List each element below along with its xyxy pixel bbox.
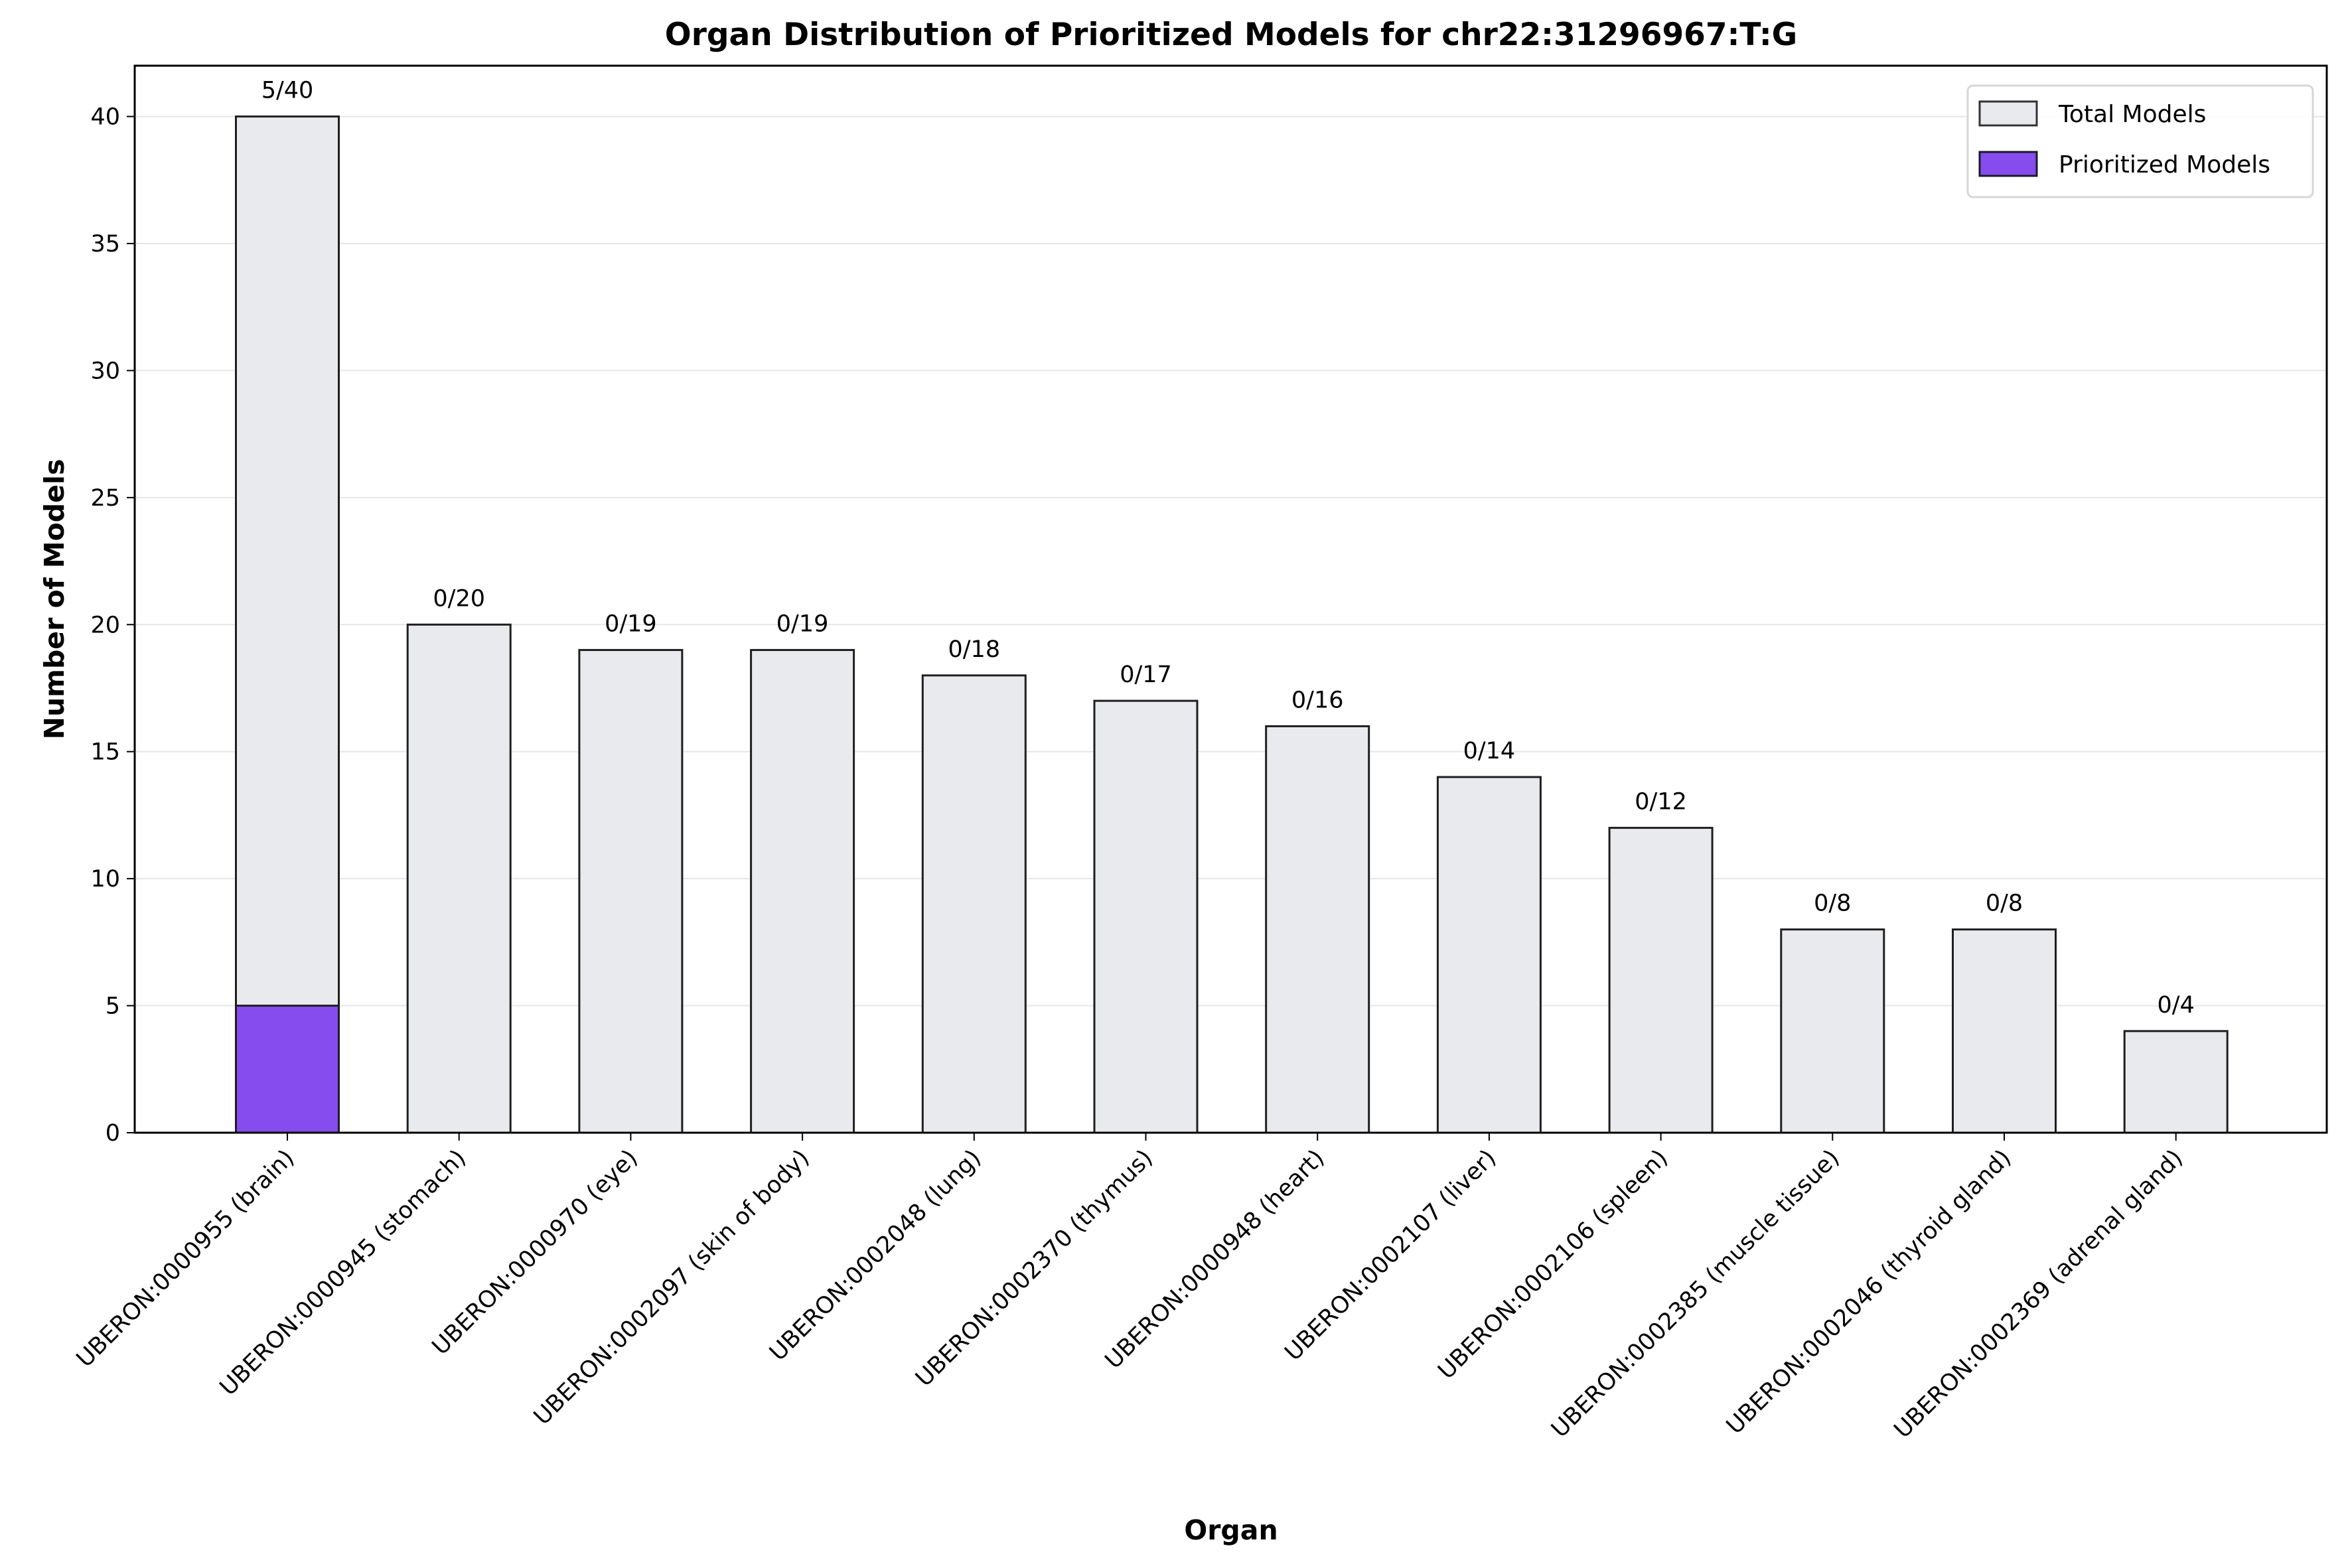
plot-frame (133, 64, 2328, 1134)
y-axis-label: Number of Models (38, 459, 70, 740)
data-label: 0/8 (1814, 891, 1851, 917)
y-tick-label: 20 (90, 612, 120, 638)
bar-total (1780, 928, 1885, 1134)
bar-total (1436, 776, 1542, 1134)
x-tick-label: UBERON:0002369 (adrenal gland) (1889, 1145, 2188, 1443)
data-label: 0/19 (776, 611, 829, 638)
bar-total (578, 649, 684, 1134)
x-tick-label: UBERON:0002046 (thyroid gland) (1722, 1145, 2016, 1439)
data-label: 0/18 (948, 636, 1000, 663)
x-tick-label: UBERON:0000970 (eye) (427, 1145, 643, 1360)
data-label: 0/14 (1463, 738, 1516, 764)
legend-label-total: Total Models (2058, 101, 2206, 128)
bars (235, 115, 2229, 1134)
data-label: 0/16 (1291, 687, 1344, 713)
legend-swatch-total (1978, 100, 2038, 127)
bar-total (406, 623, 512, 1134)
y-tick-label: 0 (106, 1120, 120, 1147)
legend-swatch-prioritized (1978, 151, 2038, 177)
bar-total (750, 649, 855, 1134)
bar-total (1952, 928, 2057, 1134)
y-tick-label: 25 (90, 485, 120, 512)
bar-total (1608, 827, 1714, 1134)
data-label: 0/20 (433, 585, 485, 612)
x-tick-label: UBERON:0002385 (muscle tissue) (1546, 1145, 1844, 1443)
legend: Total Models Prioritized Models (1966, 84, 2314, 198)
data-labels: 5/40 0/20 0/19 0/19 0/18 0/17 0/16 0/14 0/12 0/8 0… (261, 78, 2195, 1019)
y-tick-label: 30 (90, 358, 120, 384)
y-tick-label: 10 (90, 866, 120, 892)
data-label: 0/4 (2158, 992, 2195, 1019)
data-label: 0/12 (1635, 789, 1687, 816)
data-label: 5/40 (261, 78, 314, 104)
chart-title: Organ Distribution of Prioritized Models… (665, 17, 1797, 53)
data-label: 0/19 (605, 611, 657, 638)
y-tick-label: 5 (106, 993, 120, 1020)
x-axis: UBERON:0000955 (brain)UBERON:0000945 (st… (72, 1133, 2188, 1443)
y-axis: 0 5 10 15 20 25 30 35 40 (90, 104, 135, 1147)
x-tick-label: UBERON:0002097 (skin of body) (529, 1145, 815, 1431)
y-tick-label: 40 (90, 104, 120, 131)
bar-total (921, 674, 1027, 1134)
x-axis-label: Organ (1184, 1514, 1278, 1546)
legend-label-prioritized: Prioritized Models (2059, 151, 2270, 178)
bar-prioritized (235, 1005, 340, 1134)
bar-total (1093, 699, 1199, 1134)
y-tick-label: 15 (90, 739, 120, 766)
bar-total (2123, 1030, 2229, 1134)
y-tick-label: 35 (90, 231, 120, 257)
data-label: 0/8 (1986, 891, 2023, 917)
bar-total (235, 115, 340, 1134)
data-label: 0/17 (1120, 662, 1172, 688)
bar-total (1265, 725, 1370, 1134)
legend-box (1966, 84, 2314, 198)
